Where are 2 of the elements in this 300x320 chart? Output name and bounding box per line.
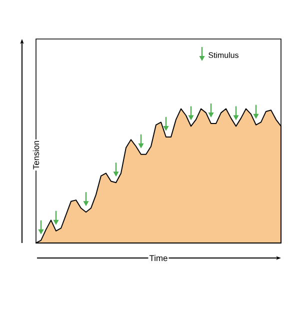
x-axis-title: Time xyxy=(149,254,168,262)
y-axis-title: Tension xyxy=(32,140,40,170)
